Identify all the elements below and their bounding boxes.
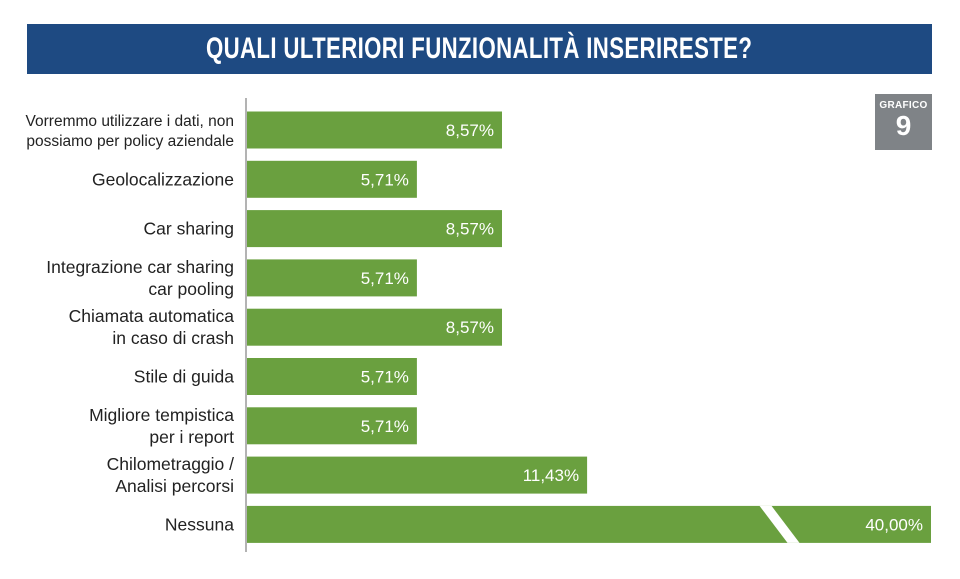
data-label: 8,57% — [446, 220, 494, 239]
category-label: Integrazione car sharing car pooling — [46, 257, 234, 299]
category-label: Chilometraggio / Analisi percorsi — [107, 454, 235, 496]
category-label: Migliore tempistica per i report — [89, 405, 234, 447]
bar — [247, 456, 588, 494]
data-label: 8,57% — [446, 121, 494, 140]
category-label: Nessuna — [165, 514, 234, 534]
data-label: 5,71% — [361, 269, 409, 288]
bar — [247, 505, 931, 543]
badge-label: GRAFICO — [879, 100, 928, 111]
chart-number-badge: GRAFICO 9 — [875, 94, 932, 150]
chart-title-band: QUALI ULTERIORI FUNZIONALITÀ INSERIRESTE… — [27, 24, 932, 74]
axis-break-mark — [759, 505, 800, 543]
data-label: 8,57% — [446, 318, 494, 337]
data-label: 5,71% — [361, 417, 409, 436]
category-label: Geolocalizzazione — [92, 169, 234, 189]
badge-number: 9 — [895, 110, 912, 141]
bar — [247, 308, 502, 346]
bar — [247, 210, 502, 248]
bar — [247, 160, 417, 198]
category-label: Stile di guida — [134, 367, 234, 387]
data-label: 5,71% — [361, 170, 409, 189]
category-label: Vorremmo utilizzare i dati, non possiamo … — [26, 113, 234, 150]
data-label: 11,43% — [523, 466, 579, 485]
bar — [247, 259, 417, 297]
data-label: 5,71% — [361, 368, 409, 387]
bar — [247, 111, 502, 149]
category-label: Chiamata automatica in caso di crash — [69, 306, 235, 348]
bar — [247, 358, 417, 395]
category-label: Car sharing — [144, 219, 234, 239]
chart-title: QUALI ULTERIORI FUNZIONALITÀ INSERIRESTE… — [206, 32, 753, 65]
data-label: 40,00% — [865, 515, 923, 534]
bar — [247, 407, 417, 445]
